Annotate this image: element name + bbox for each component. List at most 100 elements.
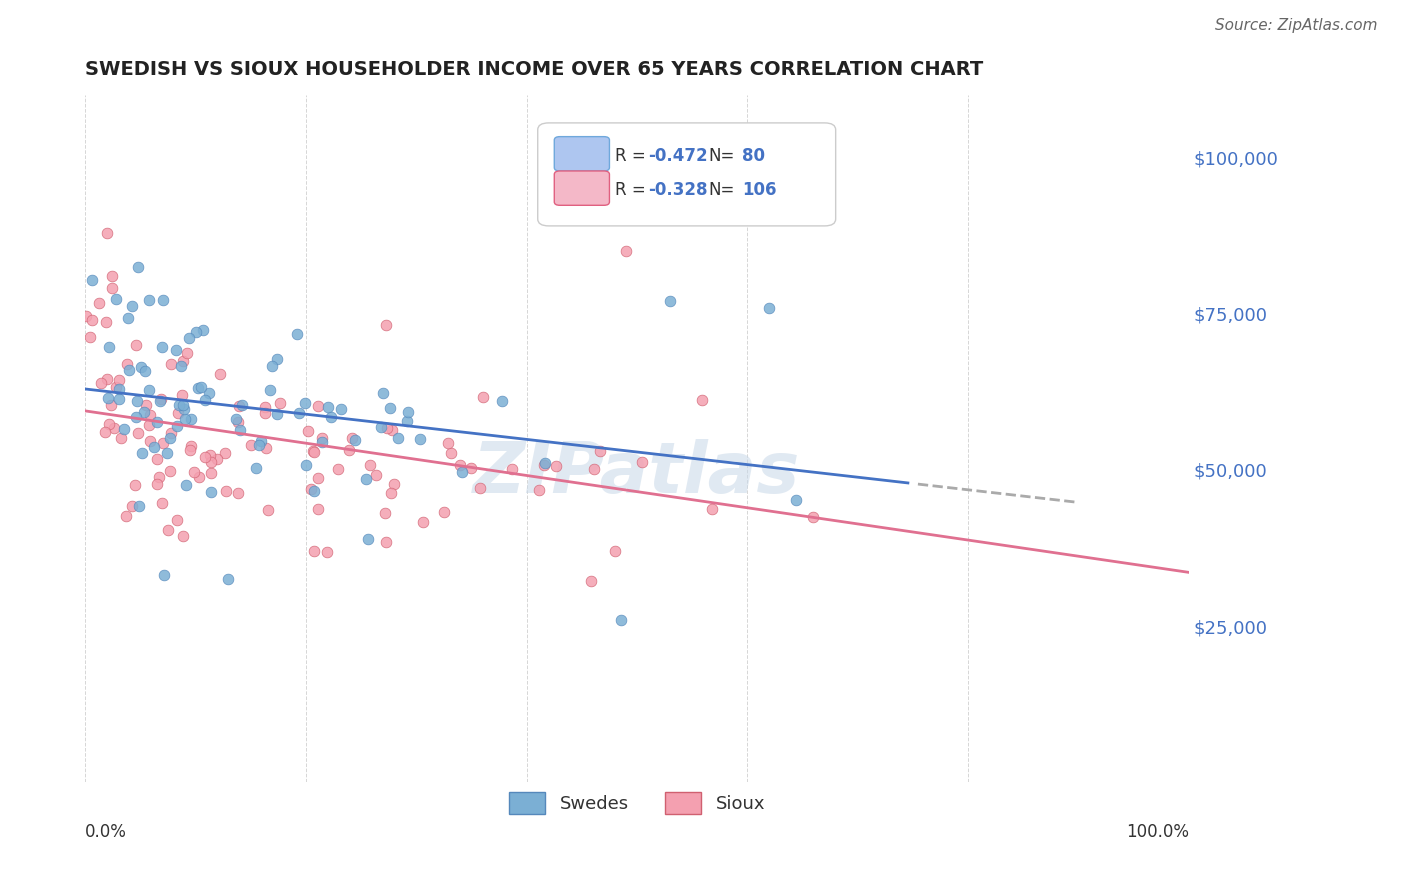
Point (172, 398, 194, 412)
Point (156, 523, 179, 537)
Point (107, 373, 129, 387)
Point (460, 460, 482, 475)
Point (80, 313, 103, 327)
Point (200, 455, 222, 469)
Point (354, 472, 377, 486)
Point (90, 376, 112, 390)
Point (187, 380, 209, 394)
Point (198, 386, 221, 401)
Point (205, 452, 228, 467)
Point (582, 462, 605, 476)
Point (135, 398, 157, 412)
Point (491, 393, 513, 408)
Point (127, 425, 149, 440)
Text: SWEDISH VS SIOUX HOUSEHOLDER INCOME OVER 65 YEARS CORRELATION CHART: SWEDISH VS SIOUX HOUSEHOLDER INCOME OVER… (86, 60, 984, 78)
Point (311, 431, 333, 445)
Point (145, 415, 167, 429)
Point (257, 502, 280, 516)
Point (315, 544, 337, 558)
Point (131, 446, 153, 460)
Point (129, 359, 152, 374)
Text: ZIPatlas: ZIPatlas (474, 439, 801, 508)
Point (295, 458, 318, 472)
Point (142, 440, 165, 454)
Point (152, 568, 174, 582)
Point (297, 424, 319, 438)
Point (166, 418, 188, 433)
Point (115, 357, 138, 371)
Point (138, 384, 160, 398)
Point (139, 408, 162, 422)
Point (326, 462, 349, 476)
Point (176, 346, 198, 360)
Point (387, 431, 409, 445)
Point (149, 394, 172, 409)
Point (319, 410, 342, 425)
Point (254, 442, 277, 456)
Point (124, 338, 146, 352)
Point (107, 392, 129, 407)
Point (288, 406, 311, 420)
Point (104, 380, 127, 394)
Point (94, 315, 117, 329)
Point (96, 371, 118, 385)
Point (145, 452, 167, 467)
Point (214, 445, 236, 459)
Point (82, 272, 104, 286)
Point (247, 437, 270, 451)
Point (97, 417, 120, 431)
Point (380, 401, 402, 415)
Point (253, 400, 276, 414)
Point (190, 380, 212, 394)
Point (342, 431, 364, 445)
Point (380, 486, 402, 500)
Point (75, 309, 97, 323)
Point (174, 478, 197, 492)
Point (79, 330, 101, 344)
Point (105, 292, 128, 306)
Point (159, 464, 181, 478)
Point (138, 293, 160, 307)
Point (179, 443, 201, 458)
Point (245, 461, 267, 475)
Text: 80: 80 (742, 147, 765, 165)
Point (329, 401, 352, 416)
Text: R =: R = (614, 147, 651, 165)
Point (231, 398, 253, 412)
Point (366, 468, 388, 483)
Point (529, 483, 551, 498)
Point (440, 445, 463, 459)
Point (166, 513, 188, 527)
Text: N=: N= (709, 147, 735, 165)
Point (180, 439, 202, 453)
Point (200, 485, 222, 500)
Point (229, 423, 252, 437)
Point (172, 388, 194, 402)
Point (226, 486, 249, 500)
Point (117, 311, 139, 326)
Text: 106: 106 (742, 181, 776, 199)
Point (183, 465, 205, 479)
Point (605, 544, 627, 558)
Point (396, 405, 419, 419)
Point (250, 434, 273, 448)
Point (260, 359, 283, 373)
Point (100, 398, 122, 412)
Point (110, 431, 132, 445)
Point (172, 353, 194, 368)
Point (214, 483, 236, 498)
Point (94, 425, 117, 440)
Point (146, 477, 169, 491)
Point (112, 422, 135, 436)
Point (149, 392, 172, 406)
Point (307, 501, 329, 516)
Point (150, 340, 173, 354)
Point (150, 496, 173, 510)
Legend: Swedes, Sioux: Swedes, Sioux (502, 785, 772, 822)
FancyBboxPatch shape (537, 123, 835, 226)
Point (239, 438, 262, 452)
Point (167, 399, 190, 413)
Point (128, 500, 150, 514)
Point (294, 396, 316, 410)
Point (125, 409, 148, 424)
